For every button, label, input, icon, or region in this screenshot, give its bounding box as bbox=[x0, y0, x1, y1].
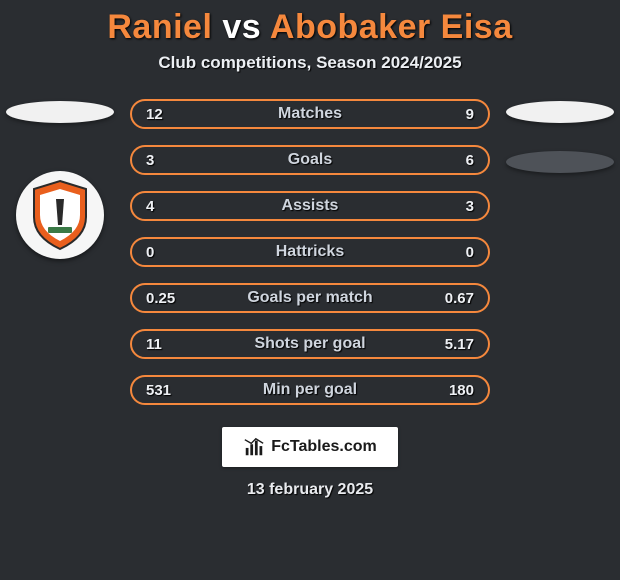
stat-row: 0.25Goals per match0.67 bbox=[130, 283, 490, 313]
stat-label: Assists bbox=[132, 197, 488, 215]
stat-value-b: 0 bbox=[466, 244, 474, 261]
stat-value-b: 0.67 bbox=[445, 290, 474, 307]
bar-chart-icon bbox=[243, 436, 265, 458]
stat-label: Hattricks bbox=[132, 243, 488, 261]
stat-value-b: 6 bbox=[466, 152, 474, 169]
stat-label: Min per goal bbox=[132, 381, 488, 399]
stat-row: 3Goals6 bbox=[130, 145, 490, 175]
stat-value-a: 12 bbox=[146, 106, 163, 123]
stats-list: 12Matches93Goals64Assists30Hattricks00.2… bbox=[130, 99, 490, 405]
player-b-club-placeholder bbox=[506, 151, 614, 173]
stat-row: 11Shots per goal5.17 bbox=[130, 329, 490, 359]
stat-value-a: 4 bbox=[146, 198, 154, 215]
stat-label: Shots per goal bbox=[132, 335, 488, 353]
player-b-photo-placeholder bbox=[506, 101, 614, 123]
generated-date: 13 february 2025 bbox=[0, 481, 620, 499]
stat-value-b: 180 bbox=[449, 382, 474, 399]
stat-value-b: 9 bbox=[466, 106, 474, 123]
player-b-column bbox=[500, 99, 620, 173]
player-a-column bbox=[0, 99, 120, 259]
brand-text: FcTables.com bbox=[271, 438, 377, 456]
vs-separator: vs bbox=[222, 8, 261, 46]
stat-label: Goals bbox=[132, 151, 488, 169]
content-area: 12Matches93Goals64Assists30Hattricks00.2… bbox=[0, 99, 620, 405]
stat-row: 531Min per goal180 bbox=[130, 375, 490, 405]
stat-label: Goals per match bbox=[132, 289, 488, 307]
stat-label: Matches bbox=[132, 105, 488, 123]
stat-value-b: 3 bbox=[466, 198, 474, 215]
brand-badge[interactable]: FcTables.com bbox=[222, 427, 398, 467]
stat-value-a: 531 bbox=[146, 382, 171, 399]
stat-value-a: 3 bbox=[146, 152, 154, 169]
subtitle: Club competitions, Season 2024/2025 bbox=[0, 53, 620, 73]
shield-icon bbox=[30, 179, 90, 251]
stat-value-a: 0 bbox=[146, 244, 154, 261]
player-a-photo-placeholder bbox=[6, 101, 114, 123]
comparison-title: Raniel vs Abobaker Eisa bbox=[0, 0, 620, 47]
player-a-name: Raniel bbox=[107, 8, 212, 46]
stat-value-a: 0.25 bbox=[146, 290, 175, 307]
stat-value-b: 5.17 bbox=[445, 336, 474, 353]
player-b-name: Abobaker Eisa bbox=[270, 8, 513, 46]
stat-row: 0Hattricks0 bbox=[130, 237, 490, 267]
stat-row: 4Assists3 bbox=[130, 191, 490, 221]
player-a-club-badge bbox=[16, 171, 104, 259]
stat-row: 12Matches9 bbox=[130, 99, 490, 129]
stat-value-a: 11 bbox=[146, 336, 162, 353]
